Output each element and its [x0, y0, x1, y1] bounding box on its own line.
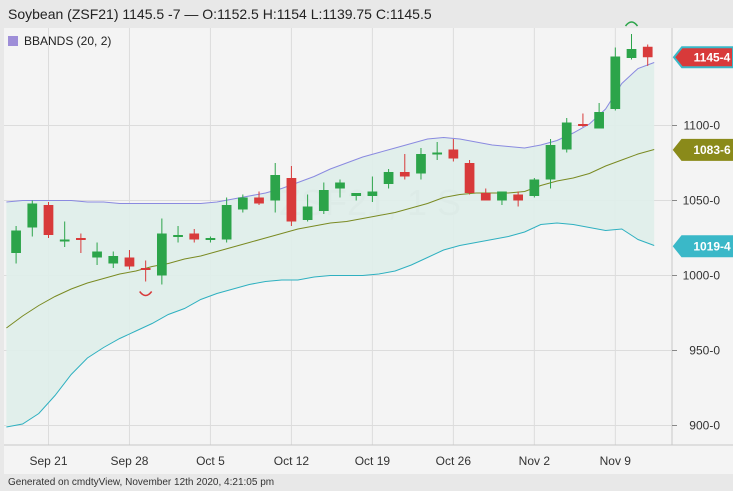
price-tag-label: 1145-4 [694, 50, 731, 64]
x-tick-label: Sep 28 [110, 454, 148, 468]
candle-body [11, 230, 21, 253]
bband-middle-line [6, 149, 655, 329]
candle-body [140, 268, 151, 270]
candle-body [448, 149, 459, 159]
high-marker [624, 21, 639, 27]
price-tag: 1083-6 [672, 138, 733, 161]
candle-body [156, 233, 167, 276]
footer: Generated on cmdtyView, November 12th 20… [0, 474, 733, 491]
x-tick-label: Nov 2 [519, 454, 551, 468]
candle-body [124, 257, 135, 267]
footer-text: Generated on cmdtyView, November 12th 20… [8, 477, 275, 488]
x-tick-label: Sep 21 [29, 454, 67, 468]
candle-body [254, 197, 264, 204]
price-tag-label: 1083-6 [693, 143, 731, 157]
candle-body [286, 178, 297, 222]
candle-body [529, 179, 540, 196]
candle-body [302, 206, 313, 220]
y-tick-label: 950-0 [689, 344, 720, 358]
candle-body [480, 193, 491, 201]
bband-upper-line [6, 62, 655, 204]
candle-body [545, 145, 556, 180]
candle-body [626, 49, 637, 58]
candle-body [59, 239, 70, 242]
price-tag: 1145-4 [672, 46, 733, 69]
candle-body [416, 154, 426, 174]
price-tag: 1019-4 [672, 235, 733, 258]
bband-lower-line [6, 222, 655, 428]
x-tick-label: Oct 19 [355, 454, 391, 468]
candle-body [383, 172, 394, 184]
price-tag-shape [672, 46, 733, 69]
price-tag-shape [672, 235, 733, 258]
x-tick-label: Oct 26 [436, 454, 472, 468]
candle-body [76, 238, 86, 240]
candle-body [173, 235, 183, 237]
candle-body [578, 124, 588, 126]
candle-body [270, 175, 281, 201]
candle-body [367, 191, 378, 196]
candle-body [43, 205, 54, 235]
chart-title-bar: Soybean (ZSF21) 1145.5 -7 — O:1152.5 H:1… [0, 0, 733, 28]
y-tick-label: 1000-0 [683, 269, 721, 283]
candle-body [108, 256, 119, 264]
x-tick-label: Nov 9 [600, 454, 632, 468]
candle-body [27, 203, 38, 228]
candle-body [221, 205, 232, 240]
legend-color-swatch [8, 36, 18, 46]
indicator-legend[interactable]: BBANDS (20, 2) [8, 34, 111, 48]
candle-body [205, 238, 216, 240]
candle-body [351, 193, 362, 196]
chart-title: Soybean (ZSF21) 1145.5 -7 — O:1152.5 H:1… [8, 6, 432, 22]
x-tick-label: Oct 5 [196, 454, 225, 468]
candlestick-chart[interactable]: 1100-0 1050-0 1000-0 950-0 900-0 Sep 21 Sep 28… [0, 0, 733, 474]
candle-body [610, 56, 621, 109]
low-marker [139, 291, 153, 297]
candle-body [92, 251, 102, 258]
candle-body [497, 191, 507, 201]
y-tick-label: 900-0 [689, 419, 720, 433]
candle-body [189, 233, 200, 240]
x-tick-label: Oct 12 [274, 454, 310, 468]
candle-body [594, 112, 604, 129]
candle-body [642, 46, 653, 58]
candle-body [399, 172, 410, 177]
candle-body [561, 122, 572, 150]
y-tick-label: 1050-0 [683, 194, 721, 208]
candle-body [318, 190, 329, 211]
candle-body [432, 152, 443, 155]
candle-body [513, 194, 524, 201]
price-tag-label: 1019-4 [693, 239, 731, 253]
legend-label: BBANDS (20, 2) [24, 34, 112, 48]
price-tag-shape [672, 138, 733, 161]
y-tick-label: 1100-0 [684, 119, 721, 133]
candle-body [335, 182, 345, 189]
bband-fill [6, 62, 655, 427]
candle-body [464, 163, 475, 193]
candle-body [237, 197, 248, 210]
